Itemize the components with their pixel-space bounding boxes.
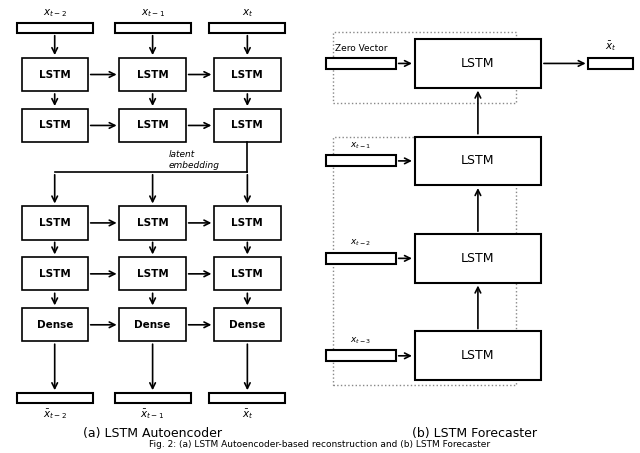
Text: LSTM: LSTM [461, 154, 495, 168]
Bar [120, 206, 186, 240]
Bar [588, 58, 633, 69]
Bar [326, 253, 396, 264]
Text: $\bar{x}_{t-1}$: $\bar{x}_{t-1}$ [140, 407, 164, 421]
Bar [115, 393, 191, 403]
Text: $x_{t-2}$: $x_{t-2}$ [351, 238, 372, 248]
Bar [214, 257, 280, 290]
Text: LSTM: LSTM [39, 218, 70, 228]
Text: Dense: Dense [36, 320, 73, 330]
Bar [333, 136, 516, 385]
Bar [326, 155, 396, 166]
Text: LSTM: LSTM [39, 120, 70, 130]
Text: (a) LSTM Autoencoder: (a) LSTM Autoencoder [83, 427, 222, 440]
Text: $x_{t-1}$: $x_{t-1}$ [351, 140, 372, 151]
Text: LSTM: LSTM [39, 69, 70, 80]
Text: LSTM: LSTM [461, 349, 495, 362]
Bar [22, 206, 88, 240]
Text: $x_t$: $x_t$ [242, 7, 253, 19]
Text: latent
embedding: latent embedding [168, 149, 220, 170]
Bar [415, 136, 541, 185]
Text: Dense: Dense [134, 320, 171, 330]
Bar [120, 257, 186, 290]
Bar [214, 58, 280, 91]
Bar [17, 23, 93, 33]
Text: LSTM: LSTM [461, 252, 495, 265]
Bar [209, 23, 285, 33]
Text: LSTM: LSTM [232, 218, 263, 228]
Text: LSTM: LSTM [232, 269, 263, 279]
Bar [115, 23, 191, 33]
Text: $\bar{x}_t$: $\bar{x}_t$ [241, 407, 253, 421]
Bar [17, 393, 93, 403]
Text: LSTM: LSTM [232, 120, 263, 130]
Bar [415, 234, 541, 283]
Bar [120, 58, 186, 91]
Bar [22, 308, 88, 342]
Bar [22, 109, 88, 142]
Text: LSTM: LSTM [39, 269, 70, 279]
Text: LSTM: LSTM [137, 269, 168, 279]
Text: LSTM: LSTM [232, 69, 263, 80]
Text: LSTM: LSTM [461, 57, 495, 70]
Text: $x_{t-1}$: $x_{t-1}$ [141, 7, 164, 19]
Text: Zero Vector: Zero Vector [335, 44, 387, 53]
Bar [326, 350, 396, 361]
Text: $\bar{x}_t$: $\bar{x}_t$ [605, 39, 616, 53]
Text: (b) LSTM Forecaster: (b) LSTM Forecaster [412, 427, 537, 440]
Bar [326, 58, 396, 69]
Bar [333, 33, 516, 103]
Text: Dense: Dense [229, 320, 266, 330]
Bar [120, 308, 186, 342]
Bar [209, 393, 285, 403]
Bar [22, 58, 88, 91]
Text: LSTM: LSTM [137, 218, 168, 228]
Bar [120, 109, 186, 142]
Text: $x_{t-2}$: $x_{t-2}$ [43, 7, 67, 19]
Text: $\bar{x}_{t-2}$: $\bar{x}_{t-2}$ [43, 407, 67, 421]
Text: $x_{t-3}$: $x_{t-3}$ [351, 335, 372, 346]
Bar [214, 308, 280, 342]
Bar [214, 109, 280, 142]
Bar [415, 39, 541, 88]
Text: Fig. 2: (a) LSTM Autoencoder-based reconstruction and (b) LSTM Forecaster: Fig. 2: (a) LSTM Autoencoder-based recon… [149, 440, 491, 449]
Bar [22, 257, 88, 290]
Bar [214, 206, 280, 240]
Text: LSTM: LSTM [137, 120, 168, 130]
Text: LSTM: LSTM [137, 69, 168, 80]
Bar [415, 332, 541, 380]
